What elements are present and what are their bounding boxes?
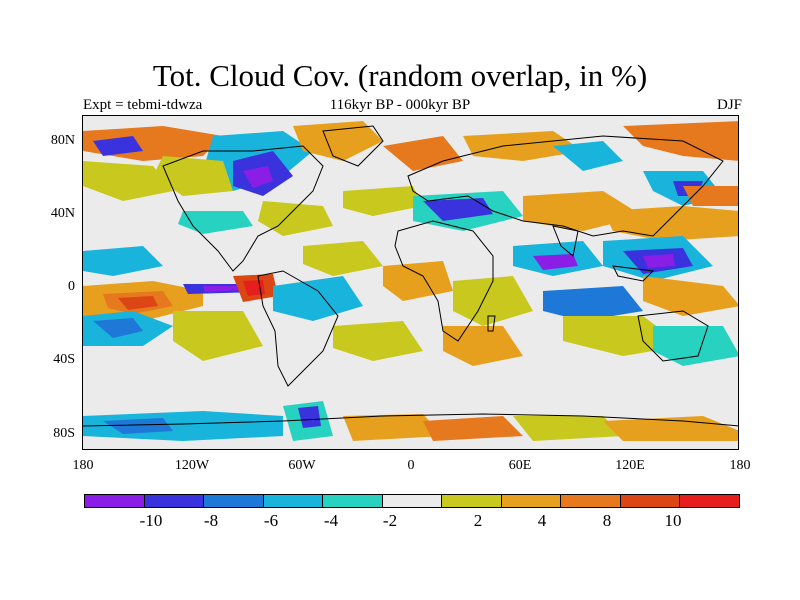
colorbar-swatch: [85, 495, 145, 507]
colorbar-label: 8: [602, 511, 612, 530]
map-title: Tot. Cloud Cov. (random overlap, in %): [152, 58, 648, 93]
colorbar-swatch: [501, 495, 562, 507]
lat-label-40s: 40S: [53, 352, 75, 367]
lat-label-0: 0: [68, 279, 75, 294]
lon-label-60e: 60E: [508, 458, 532, 473]
colorbar-swatch: [442, 495, 502, 507]
colorbar-swatch: [561, 495, 621, 507]
lon-label-180e: 180: [729, 458, 751, 473]
colorbar-label: -8: [203, 511, 219, 530]
lon-label-180w: 180: [72, 458, 94, 473]
colorbar-swatch: [620, 495, 681, 507]
lat-label-80n: 80N: [50, 133, 75, 148]
colorbar-swatch: [263, 495, 324, 507]
period-label: 116kyr BP - 000kyr BP: [329, 97, 471, 113]
cloud-cover-map: [83, 116, 738, 449]
season-label: DJF: [716, 97, 742, 113]
colorbar: [84, 494, 740, 508]
colorbar-swatch: [680, 495, 740, 507]
anomaly-patches: [83, 121, 738, 441]
experiment-label: Expt = tebmi-tdwza: [83, 97, 203, 113]
colorbar-label: -2: [382, 511, 398, 530]
lon-label-60w: 60W: [288, 458, 316, 473]
coastlines: [83, 125, 738, 427]
colorbar-label: 4: [537, 511, 547, 530]
lon-label-120e: 120E: [615, 458, 645, 473]
lat-label-40n: 40N: [50, 206, 75, 221]
colorbar-swatch: [323, 495, 383, 507]
colorbar-label: -4: [323, 511, 339, 530]
colorbar-swatch: [144, 495, 205, 507]
colorbar-label: 10: [664, 511, 682, 530]
colorbar-label: -6: [263, 511, 279, 530]
lat-label-80s: 80S: [53, 426, 75, 441]
lon-label-0: 0: [407, 458, 415, 473]
colorbar-swatch: [382, 495, 443, 507]
colorbar-label: -10: [139, 511, 163, 530]
colorbar-swatch: [204, 495, 264, 507]
colorbar-label: 2: [473, 511, 483, 530]
lon-label-120w: 120W: [174, 458, 210, 473]
map-plot-area: [82, 115, 739, 450]
